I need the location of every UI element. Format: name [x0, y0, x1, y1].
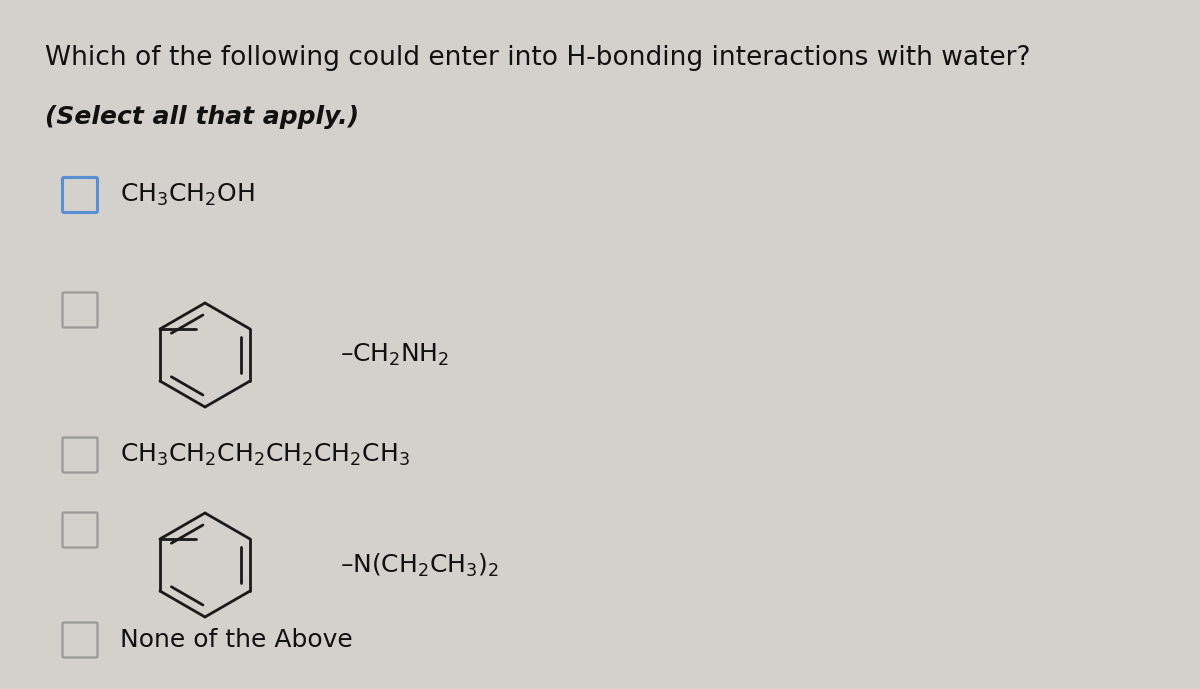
Text: –N(CH$_2$CH$_3$)$_2$: –N(CH$_2$CH$_3$)$_2$: [340, 551, 499, 579]
Text: CH$_3$CH$_2$CH$_2$CH$_2$CH$_2$CH$_3$: CH$_3$CH$_2$CH$_2$CH$_2$CH$_2$CH$_3$: [120, 442, 410, 468]
Text: None of the Above: None of the Above: [120, 628, 353, 652]
Text: CH$_3$CH$_2$OH: CH$_3$CH$_2$OH: [120, 182, 254, 208]
Text: –CH$_2$NH$_2$: –CH$_2$NH$_2$: [340, 342, 449, 368]
Text: (Select all that apply.): (Select all that apply.): [46, 105, 359, 129]
Text: Which of the following could enter into H-bonding interactions with water?: Which of the following could enter into …: [46, 45, 1031, 71]
